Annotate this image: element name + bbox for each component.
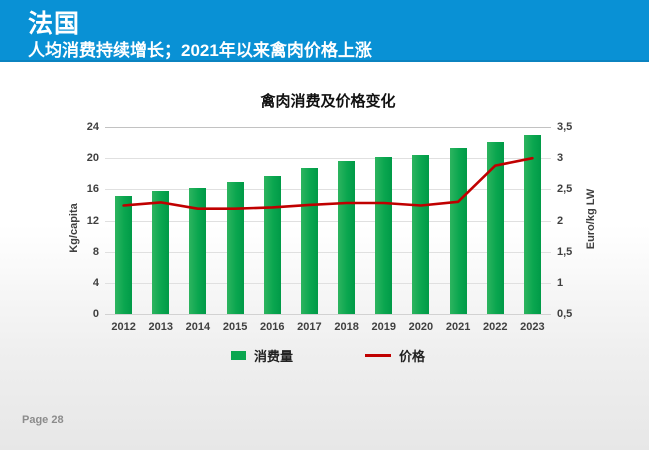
right-tick-3: 3: [557, 152, 564, 165]
page-number: Page 28: [22, 414, 64, 426]
chart-legend: 消费量 价格: [105, 346, 551, 365]
bar-2012: [115, 195, 133, 314]
x-tick-2018: 2018: [334, 321, 359, 333]
gridline: [105, 189, 551, 191]
page-subtitle: 人均消费持续增长；2021年以来禽肉价格上涨: [28, 41, 372, 60]
chart-title: 禽肉消费及价格变化: [260, 93, 396, 110]
right-tick-1: 1: [557, 276, 564, 289]
left-tick-8: 8: [92, 245, 99, 258]
left-tick-12: 12: [86, 214, 99, 227]
x-tick-2014: 2014: [185, 321, 211, 333]
line-series-swatch-icon: [365, 354, 391, 357]
x-tick-2021: 2021: [445, 321, 471, 333]
x-tick-2020: 2020: [408, 321, 434, 333]
x-tick-2016: 2016: [260, 321, 285, 333]
right-tick-2,5: 2,5: [557, 183, 573, 196]
right-tick-1,5: 1,5: [557, 245, 573, 258]
bar-2020: [412, 155, 430, 314]
bar-2015: [226, 181, 244, 314]
x-tick-2017: 2017: [297, 321, 322, 333]
x-tick-2022: 2022: [483, 321, 508, 333]
bar-series-swatch-icon: [230, 351, 246, 360]
gridline: [105, 282, 551, 284]
plot-area: [105, 127, 551, 315]
bar-2023: [523, 134, 541, 314]
page-title: 法国: [28, 10, 81, 38]
price-line: [122, 156, 534, 210]
bar-2013: [152, 190, 170, 314]
right-axis-title: Euro/kg LW: [585, 188, 597, 250]
left-tick-16: 16: [86, 183, 99, 196]
gridline: [105, 127, 551, 128]
slide-header: 法国 人均消费持续增长；2021年以来禽肉价格上涨: [0, 0, 649, 62]
bar-2018: [338, 161, 356, 314]
x-tick-2012: 2012: [111, 321, 136, 333]
left-axis-title: Kg/capita: [68, 203, 80, 253]
left-tick-24: 24: [86, 121, 99, 133]
x-tick-2015: 2015: [222, 321, 248, 333]
gridline: [105, 158, 551, 160]
left-tick-4: 4: [92, 276, 99, 289]
bar-2021: [449, 148, 467, 314]
gridline: [105, 314, 551, 315]
gridline: [105, 220, 551, 222]
x-tick-2023: 2023: [520, 321, 545, 333]
gridline: [105, 251, 551, 253]
bar-2014: [189, 187, 207, 314]
left-tick-0: 0: [92, 308, 99, 320]
bar-2016: [263, 176, 281, 314]
left-tick-20: 20: [86, 152, 99, 165]
right-tick-3,5: 3,5: [557, 121, 573, 133]
legend-label-price: 价格: [399, 349, 426, 364]
legend-item-price: 价格: [365, 346, 425, 365]
x-tick-2019: 2019: [371, 321, 396, 333]
legend-label-consumption: 消费量: [253, 349, 293, 364]
legend-item-consumption: 消费量: [230, 346, 293, 365]
x-tick-2013: 2013: [148, 321, 173, 333]
bar-2022: [486, 141, 504, 314]
right-tick-2: 2: [557, 214, 564, 227]
right-tick-0,5: 0,5: [557, 308, 573, 320]
bar-2019: [375, 156, 393, 314]
